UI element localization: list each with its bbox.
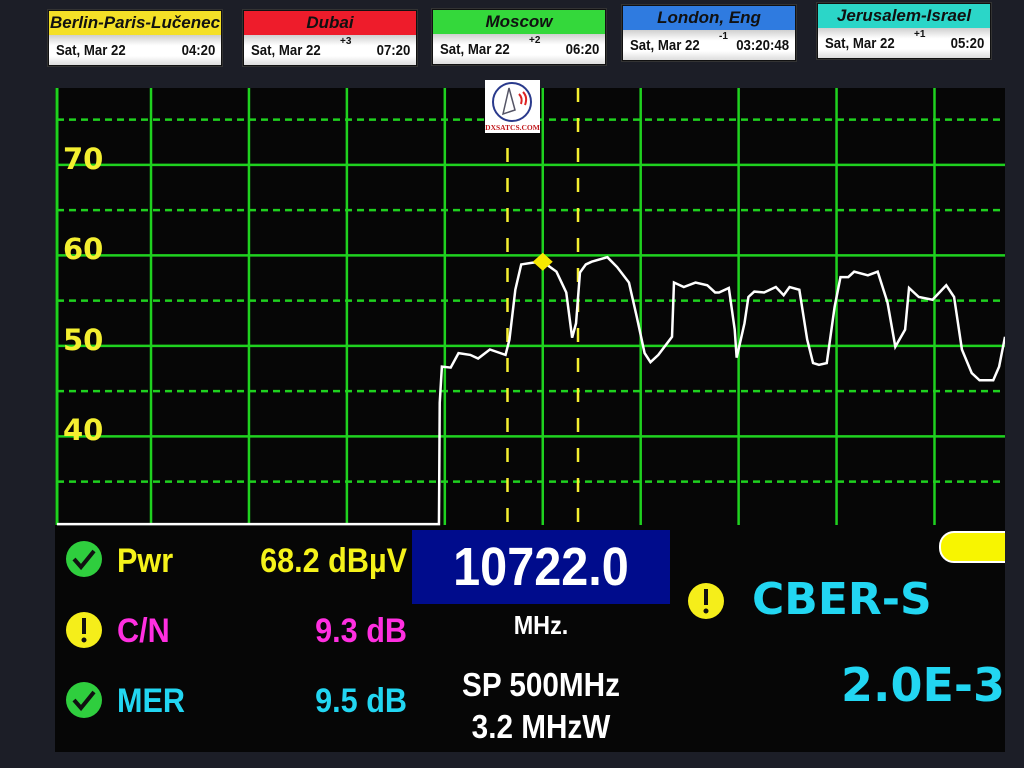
svg-text:DXSATCS.COM: DXSATCS.COM: [485, 123, 540, 132]
measurement-panel: Pwr 68.2 dBµV C/N 9.3 dB MER 9.5 dB 1072…: [55, 528, 1005, 752]
clock-offset: -1: [719, 31, 728, 42]
ber-label: CBER-S: [752, 574, 932, 625]
y-tick-label: 70: [63, 141, 104, 176]
cn-value: 9.3 dB: [315, 612, 407, 650]
frequency-display[interactable]: 10722.0: [412, 530, 670, 604]
marker-diamond: [532, 252, 553, 271]
clock-offset: +1: [914, 29, 926, 40]
spectrum-trace: [57, 255, 1005, 526]
clock-offset: +3: [340, 36, 352, 47]
clock-city: Moscow: [433, 10, 605, 34]
clock-date: Sat, Mar 22: [630, 37, 700, 54]
clock-time: 04:20: [181, 42, 215, 59]
dxsatcs-logo: DXSATCS.COM: [485, 80, 540, 133]
clock-date: Sat, Mar 22: [56, 42, 126, 59]
clock-time: 07:20: [376, 42, 410, 59]
clock-date: Sat, Mar 22: [251, 42, 321, 59]
y-tick-label: 60: [63, 232, 104, 267]
spectrum-plot: 4050607080: [55, 88, 1005, 528]
clock-widget: Jerusalem-Israel Sat, Mar 22 +1 05:20: [817, 3, 991, 59]
mer-value: 9.5 dB: [315, 682, 407, 720]
check-circle-icon: [66, 541, 102, 577]
warning-circle-icon: [66, 612, 102, 648]
warning-circle-icon: [688, 583, 724, 619]
clock-city: Dubai: [244, 11, 416, 35]
mer-label: MER: [117, 682, 186, 720]
ber-value: 2.0E-3: [841, 658, 1005, 712]
bandwidth-value: 3.2 MHzW: [471, 708, 611, 745]
frequency-value: 10722.0: [453, 537, 629, 597]
clock-date: Sat, Mar 22: [825, 35, 895, 52]
frequency-unit: MHz.: [513, 610, 569, 640]
pwr-value: 68.2 dBµV: [260, 542, 407, 580]
status-indicator-pill: [939, 531, 1005, 563]
y-tick-label: 40: [63, 413, 104, 448]
cn-label: C/N: [117, 612, 170, 650]
clock-date: Sat, Mar 22: [440, 41, 510, 58]
clock-time: 06:20: [565, 41, 599, 58]
clock-city: Berlin-Paris-Lučenec: [49, 11, 221, 35]
y-tick-label: 50: [63, 322, 104, 357]
clock-widget: Berlin-Paris-Lučenec Sat, Mar 22 04:20: [48, 10, 222, 66]
clock-widget: Dubai Sat, Mar 22 +3 07:20: [243, 10, 417, 66]
clock-widget: Moscow Sat, Mar 22 +2 06:20: [432, 9, 606, 65]
span-value: SP 500MHz: [462, 666, 620, 703]
clock-time: 05:20: [950, 35, 984, 52]
spectrum-chart: [55, 88, 1005, 526]
clock-offset: +2: [529, 35, 541, 46]
check-circle-icon: [66, 682, 102, 718]
clock-widget: London, Eng Sat, Mar 22 -1 03:20:48: [622, 5, 796, 61]
clock-city: Jerusalem-Israel: [818, 4, 990, 28]
clock-city: London, Eng: [623, 6, 795, 30]
clock-time: 03:20:48: [736, 37, 789, 54]
pwr-label: Pwr: [117, 542, 174, 580]
